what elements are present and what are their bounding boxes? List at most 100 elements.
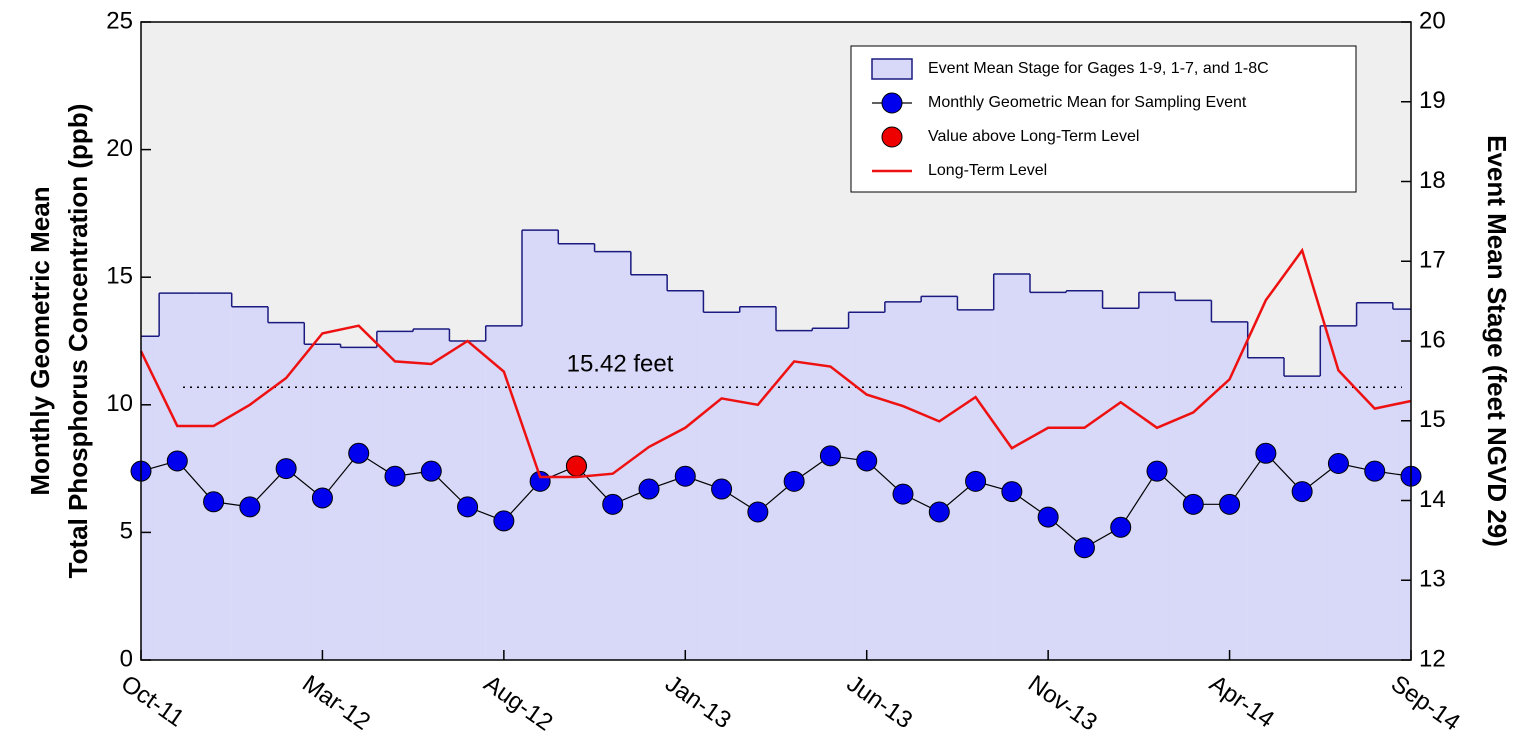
data-point	[384, 465, 406, 487]
data-point	[602, 493, 624, 515]
data-point	[1327, 452, 1349, 474]
stage-step	[921, 296, 958, 660]
stage-step	[1284, 376, 1321, 660]
stage-step	[413, 329, 450, 660]
data-point	[747, 501, 769, 523]
data-point	[965, 470, 987, 492]
y-tick-label: 5	[120, 518, 133, 545]
stage-step	[1392, 309, 1411, 660]
stage-step	[848, 312, 885, 660]
stage-step	[231, 306, 268, 660]
data-point	[348, 442, 370, 464]
y-axis-title: Total Phosphorus Concentration (ppb)	[63, 104, 93, 579]
data-point	[1219, 493, 1241, 515]
legend: Event Mean Stage for Gages 1-9, 1-7, and…	[850, 45, 1357, 193]
stage-step	[1030, 292, 1067, 660]
y-tick-label: 0	[120, 645, 133, 672]
data-point	[420, 460, 442, 482]
y-axis-title: Monthly Geometric Mean	[25, 186, 55, 495]
stage-step	[739, 306, 776, 660]
data-point	[892, 483, 914, 505]
x-tick-label: Oct-11	[116, 670, 189, 732]
stage-step	[812, 328, 849, 660]
x-tick-label: Sep-14	[1386, 670, 1465, 737]
data-point	[203, 491, 225, 513]
data-point	[711, 478, 733, 500]
stage-step	[558, 243, 595, 660]
y2-axis-title: Event Mean Stage (feet NGVD 29)	[1482, 135, 1512, 547]
stage-step	[1175, 300, 1212, 660]
plot-marks: 15.42 feet	[130, 229, 1422, 660]
y2-tick-label: 17	[1419, 247, 1446, 274]
legend-label: Monthly Geometric Mean for Sampling Even…	[928, 94, 1247, 111]
stage-step	[630, 274, 668, 660]
y2-tick-label: 15	[1419, 406, 1446, 433]
stage-step	[159, 293, 196, 660]
y2-tick-label: 20	[1419, 7, 1446, 34]
stage-step	[1320, 325, 1357, 660]
stage-step	[376, 331, 414, 660]
data-point	[1291, 481, 1313, 503]
data-point	[1255, 442, 1277, 464]
x-tick-label: Apr-14	[1204, 670, 1279, 733]
data-point	[1110, 516, 1132, 538]
data-point	[1182, 493, 1204, 515]
stage-step	[485, 325, 522, 660]
stage-step	[1102, 308, 1139, 660]
stage-step	[594, 251, 631, 660]
data-point	[457, 496, 479, 518]
data-point	[493, 510, 515, 532]
stage-step	[522, 230, 559, 660]
x-tick-label: Aug-12	[479, 670, 558, 737]
y-tick-label: 15	[106, 263, 133, 290]
y2-tick-label: 19	[1419, 87, 1446, 114]
x-tick-label: Jan-13	[660, 670, 736, 734]
y2-tick-label: 14	[1419, 486, 1446, 513]
y2-tick-label: 16	[1419, 326, 1446, 353]
stage-step	[1247, 357, 1284, 660]
y2-tick-label: 12	[1419, 645, 1446, 672]
data-point	[1364, 460, 1386, 482]
x-tick-label: Mar-12	[297, 670, 375, 736]
x-tick-label: Jun-13	[842, 670, 918, 734]
legend-label: Event Mean Stage for Gages 1-9, 1-7, and…	[928, 60, 1269, 77]
stage-step	[1211, 321, 1248, 660]
data-point	[239, 496, 261, 518]
data-point	[1146, 460, 1168, 482]
data-point	[638, 478, 660, 500]
legend-label: Long-Term Level	[928, 162, 1047, 179]
data-point	[928, 501, 950, 523]
stage-step	[884, 301, 922, 660]
data-point	[275, 458, 297, 480]
y-tick-label: 25	[106, 7, 133, 34]
stage-step	[195, 293, 232, 660]
legend-marker	[881, 92, 903, 114]
stage-step	[340, 347, 377, 660]
stage-step	[776, 330, 813, 660]
y2-tick-label: 13	[1419, 566, 1446, 593]
reference-label: 15.42 feet	[567, 351, 674, 378]
x-tick-label: Nov-13	[1023, 670, 1102, 736]
stage-step	[993, 274, 1030, 660]
legend-marker	[881, 126, 903, 148]
legend-label: Value above Long-Term Level	[928, 128, 1139, 145]
data-point	[311, 487, 333, 509]
legend-box	[850, 45, 1357, 193]
data-point	[166, 450, 188, 472]
series-line	[139, 247, 1412, 479]
data-point	[1037, 506, 1059, 528]
data-point	[565, 455, 587, 477]
data-point	[819, 445, 841, 467]
stage-step	[1066, 290, 1103, 660]
legend-swatch	[871, 58, 913, 80]
data-point	[856, 450, 878, 472]
y-tick-label: 20	[106, 135, 133, 162]
data-point	[783, 470, 805, 492]
y-tick-label: 10	[106, 390, 133, 417]
stage-step	[141, 336, 160, 660]
stage-step	[268, 322, 305, 660]
data-point	[1073, 537, 1095, 559]
data-point	[674, 465, 696, 487]
y2-tick-label: 18	[1419, 167, 1446, 194]
